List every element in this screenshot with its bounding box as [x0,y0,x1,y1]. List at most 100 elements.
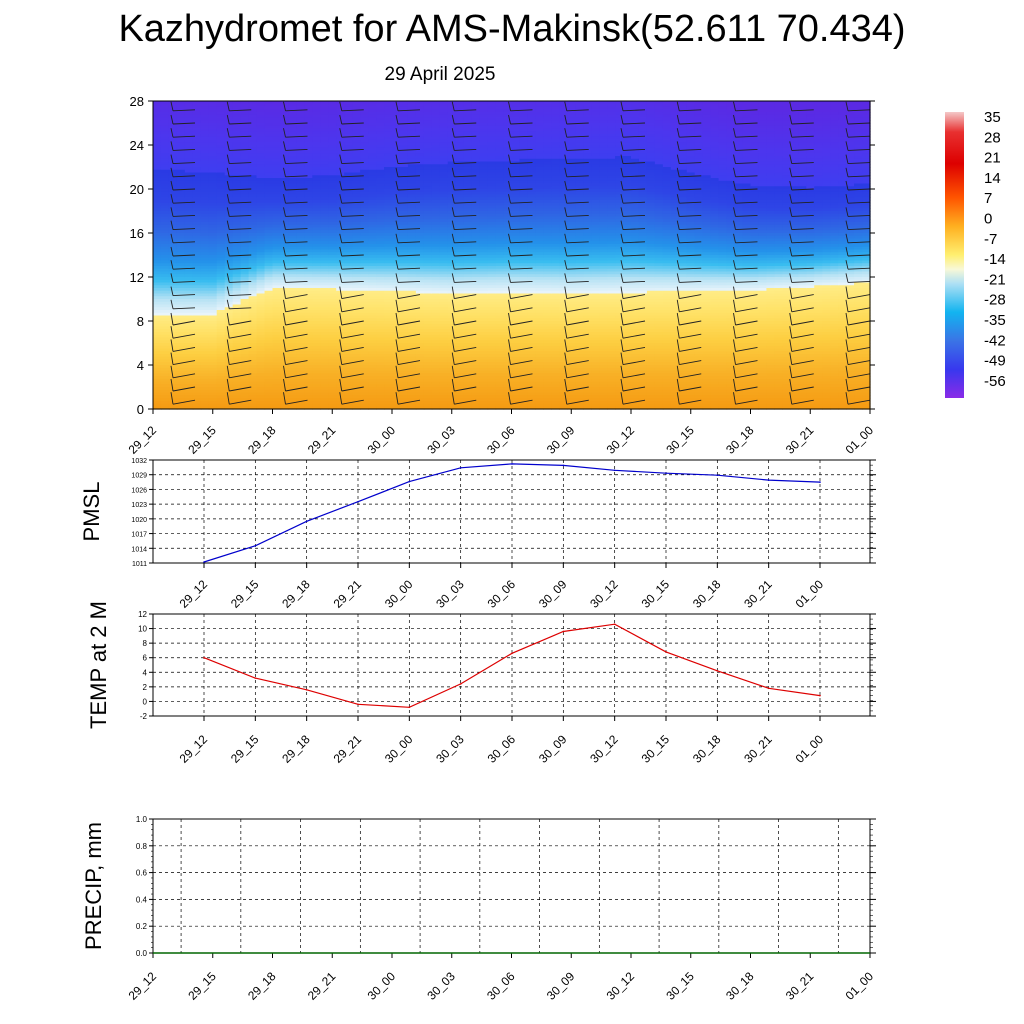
heatmap-cell [352,266,361,270]
heatmap-cell [264,200,274,204]
heatmap-cell [344,167,353,171]
heatmap-cell [360,310,369,314]
heatmap-cell [384,365,393,369]
heatmap-cell [208,219,218,223]
heatmap-cell [336,376,345,380]
heatmap-cell [296,200,305,204]
heatmap-cell [280,153,290,157]
heatmap-cell [168,323,178,328]
heatmap-cell [328,191,337,196]
heatmap-cell [376,348,385,352]
heatmap-cell [407,191,417,196]
heatmap-cell [264,257,274,262]
heatmap-cell [256,175,266,179]
heatmap-cell [272,274,282,278]
heatmap-cell [312,125,321,130]
heatmap-cell [376,114,385,119]
heatmap-cell [304,150,313,154]
heatmap-cell [415,268,425,273]
heatmap-cell [336,230,345,234]
heatmap-cell [264,398,274,402]
heatmap-cell [224,326,234,330]
heatmap-cell [344,125,353,130]
heatmap-cell [192,301,202,306]
heatmap-cell [328,282,337,286]
heatmap-cell [216,156,226,160]
heatmap-cell [415,178,425,182]
heatmap-cell [256,224,266,229]
heatmap-cell [336,332,345,336]
heatmap-cell [376,354,385,358]
heatmap-cell [407,354,417,358]
heatmap-cell [280,227,290,231]
heatmap-cell [384,216,393,220]
heatmap-cell [399,312,409,317]
heatmap-cell [184,326,194,330]
heatmap-cell [407,175,417,179]
heatmap-cell [216,244,226,248]
heatmap-cell [368,257,377,262]
heatmap-cell [184,307,194,311]
heatmap-cell [368,343,377,347]
heatmap-cell [224,389,234,394]
heatmap-cell [153,367,162,372]
heatmap-cell [256,323,266,328]
heatmap-cell [240,263,250,267]
heatmap-cell [368,296,377,300]
heatmap-cell [296,329,305,333]
heatmap-cell [392,370,401,374]
heatmap-cell [168,340,178,344]
heatmap-cell [384,101,393,105]
heatmap-cell [407,255,417,259]
heatmap-cell [384,191,393,196]
heatmap-cell [399,326,409,330]
heatmap-cell [216,343,226,347]
heatmap-cell [256,117,266,121]
heatmap-cell [208,406,218,410]
heatmap-cell [280,123,290,127]
heatmap-cell [368,249,377,253]
heatmap-cell [360,252,369,256]
heatmap-cell [224,145,234,149]
heatmap-cell [344,114,353,119]
heatmap-cell [344,362,353,366]
heatmap-cell [384,266,393,270]
heatmap-cell [296,406,305,410]
heatmap-cell [200,362,210,366]
heatmap-cell [288,213,297,218]
heatmap-cell [176,205,186,209]
heatmap-cell [264,362,274,366]
heatmap-cell [384,183,393,187]
heatmap-cell [280,161,290,165]
heatmap-cell [168,321,178,325]
heatmap-cell [384,359,393,363]
heatmap-cell [376,307,385,311]
heatmap-cell [296,301,305,306]
heatmap-cell [376,150,385,154]
heatmap-cell [272,266,282,270]
heatmap-cell [360,194,369,198]
heatmap-cell [407,164,417,168]
heatmap-cell [360,186,369,190]
heatmap-cell [312,392,321,396]
heatmap-cell [232,125,242,130]
heatmap-cell [407,139,417,143]
heatmap-cell [336,224,345,229]
heatmap-cell [384,180,393,185]
heatmap-cell [407,114,417,119]
heatmap-cell [160,205,170,209]
heatmap-cell [176,362,186,366]
heatmap-cell [208,106,218,110]
heatmap-cell [368,356,377,361]
heatmap-cell [248,142,258,146]
heatmap-cell [368,271,377,275]
heatmap-cell [288,318,297,322]
heatmap-cell [415,343,425,347]
heatmap-cell [360,318,369,322]
heatmap-cell [256,103,266,108]
heatmap-cell [208,208,218,212]
heatmap-cell [272,222,282,226]
heatmap-cell [392,145,401,149]
heatmap-cell [415,246,425,251]
heatmap-cell [208,354,218,358]
